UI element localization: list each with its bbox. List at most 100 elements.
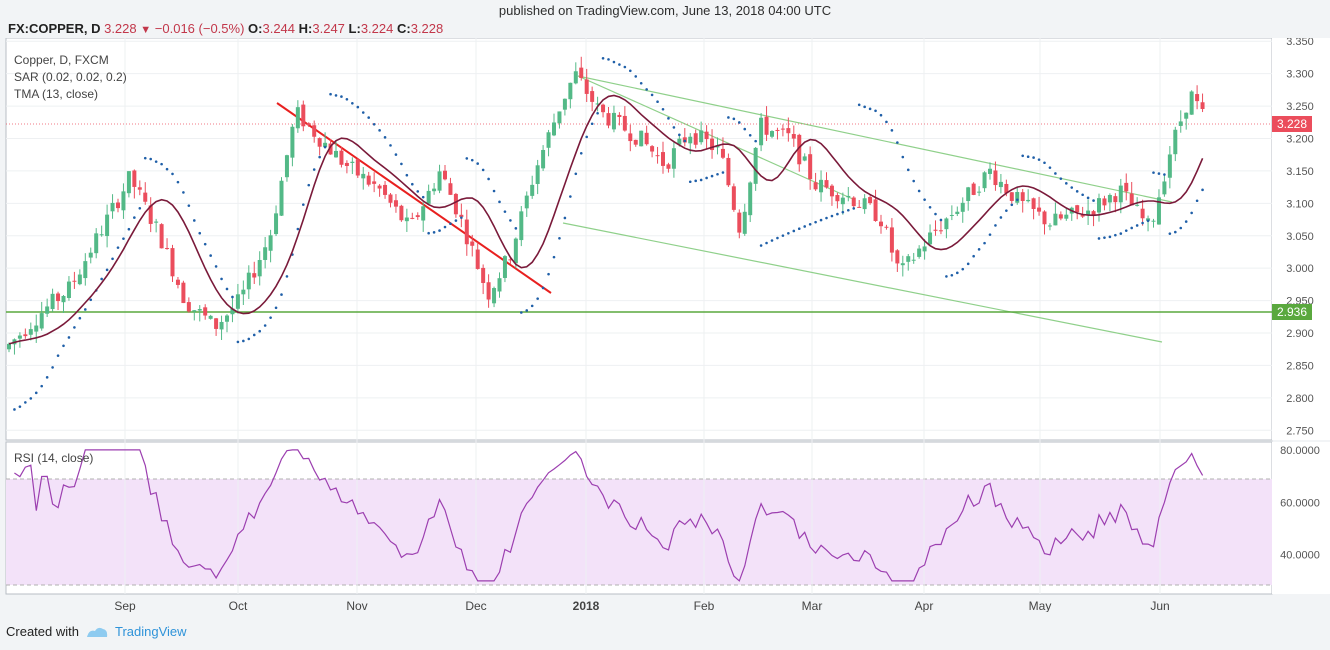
sar-dot	[62, 344, 65, 348]
sar-dot	[400, 162, 403, 166]
sar-dot	[792, 229, 796, 233]
price-legend: Copper, D, FXCM SAR (0.02, 0.02, 0.2) TM…	[14, 52, 127, 103]
candle-body	[1042, 211, 1047, 225]
sar-dot	[890, 129, 894, 132]
sar-dot	[323, 145, 327, 149]
high-value: 3.247	[312, 21, 345, 36]
candle-body	[699, 130, 704, 143]
created-with-text: Created with	[6, 624, 79, 639]
sar-dot	[383, 136, 387, 139]
candle-body	[366, 175, 371, 185]
sar-dot	[1201, 188, 1204, 192]
candle-body	[377, 185, 382, 189]
sar-dot	[1086, 196, 1090, 200]
time-tick-label: Mar	[802, 599, 823, 612]
sar-dot	[520, 311, 523, 314]
candle-body	[105, 214, 110, 237]
tma-line	[8, 94, 1204, 345]
sar-dot	[105, 268, 109, 272]
sar-dot	[421, 195, 425, 199]
grid	[6, 38, 1272, 594]
chart-area[interactable]: 3.350 3.300 3.250 3.200 3.150 3.100 3.050 3.000…	[0, 38, 1330, 612]
sar-dot	[847, 208, 850, 212]
candle-body	[404, 217, 409, 222]
candle-body	[530, 184, 535, 196]
sar-dot	[836, 212, 839, 216]
sar-dot	[1021, 154, 1024, 158]
sar-dot	[961, 267, 965, 271]
price-tick-label: 2.800	[1286, 393, 1314, 405]
sar-dot	[187, 204, 191, 207]
sar-dot	[1163, 173, 1166, 176]
sar-dot	[171, 172, 174, 176]
candle-body	[584, 79, 589, 94]
candle-body	[829, 185, 834, 197]
price-tick-label: 3.300	[1286, 69, 1314, 81]
close-label: C:	[397, 21, 411, 36]
sar-dot	[1026, 155, 1030, 158]
symbol-label[interactable]: FX:COPPER, D	[8, 21, 101, 36]
sar-dot	[285, 275, 289, 278]
sar-dot	[558, 236, 561, 240]
candle-body	[737, 212, 742, 233]
candle-body	[851, 197, 856, 207]
candle-body	[573, 71, 578, 84]
candle-body	[197, 309, 202, 311]
candle-body	[317, 138, 322, 147]
sar-dot	[770, 239, 774, 242]
sar-dot	[928, 205, 932, 209]
candle-body	[944, 218, 949, 230]
candle-body	[415, 215, 420, 218]
sar-dot	[852, 207, 856, 210]
candle-body	[470, 241, 475, 246]
legend-symbol: Copper, D, FXCM	[14, 53, 109, 67]
sar-dot	[84, 308, 87, 311]
price-axis[interactable]	[1272, 38, 1330, 440]
candle-body	[1091, 211, 1096, 216]
sar-dot	[972, 254, 975, 258]
candle-body	[339, 150, 344, 165]
sar-dot	[639, 81, 643, 85]
sar-dot	[427, 231, 430, 235]
sar-dot	[476, 162, 480, 165]
candle-body	[824, 180, 829, 188]
candle-body	[568, 82, 573, 100]
candle-body	[873, 199, 878, 221]
sar-dot	[738, 121, 741, 124]
price-pane[interactable]	[5, 38, 1273, 441]
candle-body	[1184, 112, 1189, 119]
sar-dot	[667, 117, 670, 120]
rsi-axis[interactable]	[1272, 442, 1330, 594]
candle-body	[579, 67, 584, 78]
quote-line: FX:COPPER, D 3.228 ▼ −0.016 (−0.5%) O:3.…	[8, 21, 443, 36]
sar-dot	[1059, 177, 1063, 180]
sar-dot	[727, 116, 730, 119]
sar-dot	[732, 117, 736, 121]
sar-dot	[89, 298, 93, 302]
published-text: published on TradingView.com, June 13, 2…	[498, 3, 832, 18]
tradingview-brand[interactable]: TradingView	[114, 624, 187, 639]
candle-body	[1086, 210, 1091, 215]
tradingview-logo-icon[interactable]	[85, 625, 109, 639]
sar-dot	[193, 219, 196, 222]
candle-body	[56, 293, 61, 302]
sar-dot	[623, 65, 627, 69]
candle-body	[993, 170, 998, 186]
sar-dot	[356, 105, 360, 109]
sar-dot	[966, 262, 970, 266]
sar-dot	[312, 168, 316, 171]
candle-body	[1173, 129, 1178, 155]
candle-body	[1004, 183, 1009, 194]
sar-dot	[1005, 209, 1008, 212]
candle-body	[1031, 198, 1036, 209]
time-tick-label: May	[1029, 599, 1052, 612]
candle-body	[562, 98, 567, 110]
sar-dot	[252, 333, 256, 337]
sar-dot	[203, 242, 207, 246]
candle-body	[998, 181, 1003, 188]
candle-body	[1124, 182, 1129, 192]
sar-dots	[13, 56, 1204, 411]
sar-dot	[1103, 236, 1106, 239]
candle-body	[502, 256, 507, 278]
candle-body	[175, 279, 180, 285]
